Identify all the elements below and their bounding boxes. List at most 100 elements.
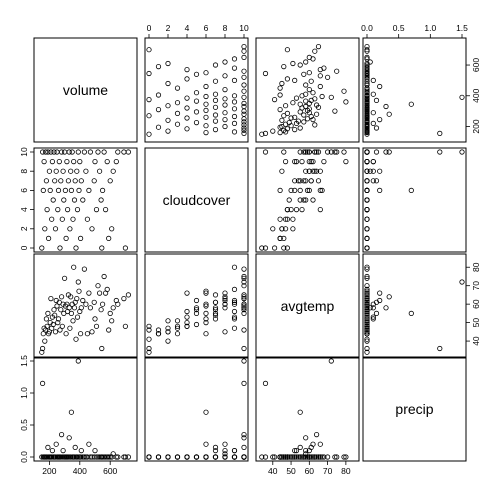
- point-cloudcover-volume-9: [98, 197, 104, 203]
- tick-label-cloudcover-1: 2: [166, 23, 171, 33]
- point-precip-cloudcover-72: [203, 454, 209, 460]
- point-avgtemp-cloudcover-74: [146, 349, 152, 355]
- point-volume-cloudcover-63: [203, 123, 209, 129]
- point-avgtemp-precip-21: [364, 297, 370, 304]
- point-avgtemp-cloudcover-62: [241, 295, 247, 302]
- point-avgtemp-volume-68: [43, 316, 50, 322]
- point-avgtemp-cloudcover-55: [222, 297, 228, 304]
- point-volume-cloudcover-36: [222, 102, 228, 108]
- point-cloudcover-volume-18: [84, 216, 91, 222]
- point-volume-cloudcover-69: [241, 127, 247, 133]
- point-avgtemp-cloudcover-54: [241, 303, 247, 309]
- point-precip-volume-77: [106, 454, 112, 460]
- point-avgtemp-precip-55: [377, 297, 383, 304]
- point-avgtemp-volume-27: [74, 314, 81, 320]
- point-volume-avgtemp-72: [277, 130, 283, 136]
- point-volume-precip-19: [364, 87, 370, 93]
- tick-label-volume-row-1: 400: [471, 88, 481, 102]
- point-precip-avgtemp-54: [304, 454, 311, 460]
- point-cloudcover-volume-44: [61, 149, 68, 155]
- point-volume-cloudcover-59: [193, 120, 200, 126]
- point-volume-precip-66: [373, 125, 380, 131]
- tick-label-precip-row-2: 1.0: [19, 387, 29, 399]
- point-cloudcover-volume-72: [40, 187, 46, 193]
- point-precip-avgtemp-76: [290, 454, 296, 460]
- point-precip-avgtemp-20: [341, 454, 347, 460]
- point-volume-cloudcover-16: [241, 82, 247, 88]
- point-cloudcover-avgtemp-5: [297, 178, 303, 184]
- point-avgtemp-volume-3: [113, 297, 119, 304]
- point-avgtemp-precip-13: [370, 316, 376, 322]
- point-precip-volume-10: [97, 454, 103, 460]
- point-volume-cloudcover-2: [241, 54, 247, 61]
- point-cloudcover-volume-17: [86, 187, 92, 193]
- point-cloudcover-volume-24: [77, 159, 83, 165]
- point-volume-avgtemp-34: [306, 100, 312, 107]
- point-precip-avgtemp-72: [277, 454, 283, 460]
- point-volume-avgtemp-19: [306, 87, 312, 93]
- point-avgtemp-volume-77: [106, 327, 112, 333]
- point-avgtemp-cloudcover-32: [231, 264, 238, 270]
- point-avgtemp-cloudcover-18: [174, 331, 181, 337]
- point-volume-cloudcover-68: [212, 127, 219, 133]
- point-avgtemp-cloudcover-75: [146, 323, 152, 329]
- point-volume-cloudcover-37: [165, 103, 171, 109]
- point-precip-volume-72: [40, 454, 46, 460]
- point-cloudcover-volume-38: [66, 149, 72, 155]
- point-avgtemp-cloudcover-37: [165, 325, 171, 331]
- point-cloudcover-volume-4: [110, 168, 116, 174]
- point-volume-cloudcover-6: [231, 65, 238, 71]
- point-cloudcover-avgtemp-24: [299, 159, 305, 165]
- point-cloudcover-volume-77: [106, 235, 112, 241]
- tick-label-cloudcover-4: 8: [223, 23, 228, 33]
- point-volume-avgtemp-5: [297, 62, 303, 68]
- point-precip-avgtemp-77: [281, 454, 287, 460]
- point-avgtemp-cloudcover-66: [241, 310, 247, 316]
- point-precip-volume-60: [49, 447, 56, 454]
- point-volume-cloudcover-74: [146, 131, 152, 137]
- point-volume-cloudcover-8: [203, 70, 209, 76]
- point-precip-volume-66: [45, 444, 51, 450]
- point-avgtemp-precip-54: [364, 303, 370, 309]
- point-volume-cloudcover-44: [241, 108, 247, 114]
- point-avgtemp-precip-48: [386, 294, 392, 300]
- point-volume-precip-46: [370, 110, 376, 116]
- point-cloudcover-precip-4: [367, 168, 373, 174]
- point-cloudcover-volume-47: [59, 216, 65, 222]
- point-volume-cloudcover-15: [165, 80, 171, 87]
- point-volume-avgtemp-23: [277, 92, 283, 98]
- point-cloudcover-avgtemp-45: [297, 197, 303, 203]
- point-avgtemp-cloudcover-69: [241, 327, 247, 333]
- point-volume-cloudcover-70: [165, 128, 171, 134]
- point-volume-cloudcover-30: [212, 97, 219, 104]
- point-cloudcover-volume-59: [50, 197, 56, 203]
- point-cloudcover-precip-69: [364, 149, 370, 155]
- point-precip-avgtemp-29: [271, 454, 278, 460]
- point-cloudcover-avgtemp-61: [282, 216, 289, 222]
- point-volume-cloudcover-33: [174, 100, 181, 106]
- point-avgtemp-volume-21: [80, 297, 86, 304]
- point-volume-avgtemp-26: [328, 94, 334, 100]
- point-precip-avgtemp-45: [297, 454, 303, 460]
- point-cloudcover-volume-8: [100, 187, 106, 193]
- point-volume-cloudcover-29: [146, 97, 152, 103]
- tick-label-cloudcover-row-2: 4: [19, 207, 29, 212]
- point-precip-cloudcover-69: [241, 454, 247, 460]
- point-cloudcover-volume-40: [65, 207, 71, 213]
- point-cloudcover-volume-67: [44, 207, 50, 213]
- point-cloudcover-precip-73: [437, 149, 443, 155]
- point-cloudcover-precip-17: [377, 187, 383, 193]
- point-volume-avgtemp-24: [299, 93, 305, 99]
- point-cloudcover-precip-76: [364, 226, 370, 232]
- point-cloudcover-volume-23: [78, 235, 84, 241]
- point-volume-cloudcover-79: [146, 70, 152, 77]
- point-cloudcover-avgtemp-49: [301, 178, 307, 184]
- point-cloudcover-precip-68: [364, 178, 370, 184]
- point-cloudcover-volume-19: [83, 168, 89, 174]
- point-precip-volume-4: [110, 451, 116, 457]
- point-cloudcover-avgtemp-50: [281, 245, 287, 251]
- tick-label-cloudcover-3: 6: [204, 23, 209, 33]
- point-cloudcover-volume-43: [62, 187, 69, 193]
- point-avgtemp-volume-49: [58, 307, 64, 313]
- tick-label-avgtemp-row-4: 80: [471, 262, 481, 272]
